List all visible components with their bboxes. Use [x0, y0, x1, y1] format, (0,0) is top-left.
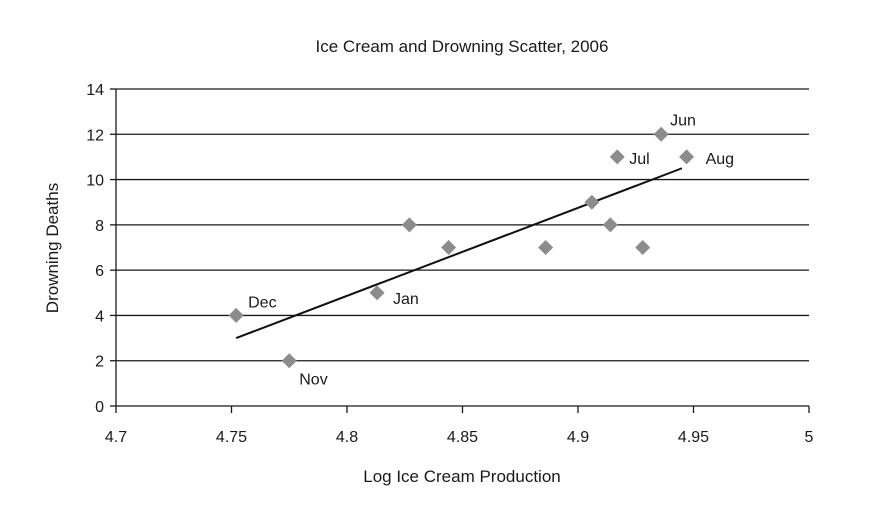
- data-point: [281, 353, 297, 369]
- data-point: [441, 240, 457, 255]
- point-label-jul: Jul: [629, 151, 649, 168]
- axes: [110, 88, 810, 413]
- y-tick-label: 2: [95, 354, 104, 371]
- point-labels: Dec Nov Jan Jul Jun Aug: [248, 112, 734, 388]
- y-tick-label: 6: [95, 263, 104, 280]
- x-tick-label: 4.95: [678, 429, 709, 446]
- y-tick-label: 4: [95, 308, 104, 325]
- data-point: [635, 240, 651, 255]
- data-point: [369, 285, 385, 301]
- tick-labels: 0 2 4 6 8 10 12 14 4.7 4.75 4.8 4.85 4.9 4.95 5: [86, 82, 813, 446]
- point-label-aug: Aug: [706, 151, 734, 168]
- data-point: [401, 217, 417, 233]
- x-tick-label: 4.9: [567, 429, 589, 446]
- data-point: [228, 307, 244, 323]
- y-tick-label: 8: [95, 218, 104, 235]
- chart-title: Ice Cream and Drowning Scatter, 2006: [316, 37, 609, 56]
- x-tick-label: 5: [805, 429, 814, 446]
- gridlines: [116, 88, 809, 362]
- y-tick-label: 14: [86, 82, 104, 99]
- data-point: [584, 194, 600, 210]
- point-label-nov: Nov: [299, 372, 327, 389]
- point-label-jan: Jan: [393, 291, 419, 308]
- data-point: [653, 126, 669, 142]
- data-point: [679, 149, 695, 165]
- data-point: [602, 217, 618, 233]
- y-tick-label: 12: [86, 127, 104, 144]
- x-axis-label: Log Ice Cream Production: [363, 467, 561, 486]
- y-tick-label: 0: [95, 399, 104, 416]
- x-tick-label: 4.7: [105, 429, 127, 446]
- y-axis-label: Drowning Deaths: [43, 183, 62, 313]
- x-tick-label: 4.85: [447, 429, 478, 446]
- x-tick-label: 4.75: [216, 429, 247, 446]
- trendline-group: [235, 167, 683, 340]
- point-label-jun: Jun: [670, 112, 696, 129]
- point-label-dec: Dec: [248, 294, 276, 311]
- y-tick-label: 10: [86, 173, 104, 190]
- data-points: [228, 126, 695, 369]
- data-point: [538, 240, 554, 255]
- data-point: [609, 149, 625, 165]
- trendline: [235, 167, 683, 340]
- x-tick-label: 4.8: [336, 429, 358, 446]
